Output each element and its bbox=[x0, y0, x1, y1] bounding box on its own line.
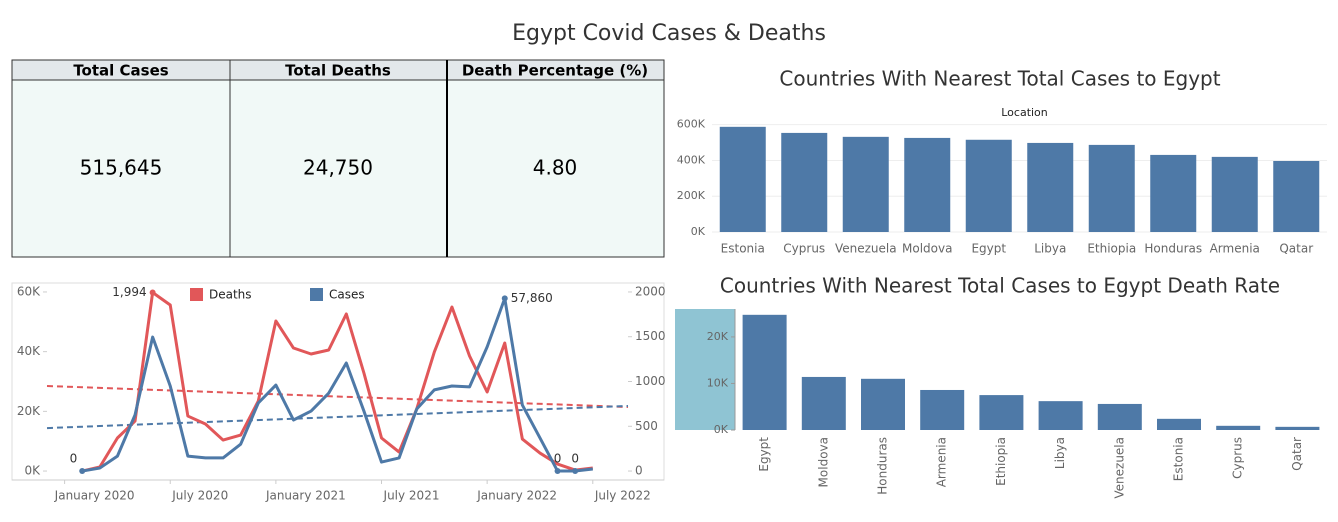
bar bbox=[1216, 425, 1261, 430]
y2-tick-label: 1000 bbox=[635, 374, 666, 388]
x-tick-label: Honduras bbox=[1144, 242, 1202, 256]
x-tick-label: July 2022 bbox=[594, 489, 651, 503]
x-tick-label: Libya bbox=[1034, 242, 1066, 256]
x-tick-label: Qatar bbox=[1290, 437, 1304, 471]
bar bbox=[965, 139, 1012, 232]
x-tick-label: Moldova bbox=[902, 242, 952, 256]
chart-title: Countries With Nearest Total Cases to Eg… bbox=[779, 67, 1220, 91]
bar bbox=[1150, 154, 1197, 232]
kpi-body bbox=[11, 79, 665, 258]
bar bbox=[1088, 144, 1135, 232]
x-tick-label: Cyprus bbox=[783, 242, 825, 256]
bar bbox=[979, 395, 1024, 430]
line-series bbox=[81, 296, 593, 473]
y-tick-label: 20K bbox=[17, 404, 41, 418]
legend-label: Cases bbox=[329, 288, 365, 302]
kpi-header-text: Total Deaths bbox=[285, 62, 391, 80]
bar bbox=[842, 136, 889, 232]
y2-tick-label: 500 bbox=[635, 419, 658, 433]
y-tick-label: 0K bbox=[691, 225, 706, 238]
bar bbox=[920, 389, 965, 430]
point bbox=[501, 295, 508, 302]
x-tick-label: Egypt bbox=[971, 242, 1006, 256]
y-tick-label: 0K bbox=[24, 464, 41, 478]
bar bbox=[904, 137, 951, 232]
x-tick-label: January 2021 bbox=[265, 489, 346, 503]
x-tick-label: Qatar bbox=[1279, 242, 1313, 256]
y2-tick-label: 0 bbox=[635, 464, 643, 478]
y-tick-label: 60K bbox=[17, 284, 41, 298]
bar bbox=[1027, 142, 1074, 232]
point bbox=[79, 468, 86, 475]
selection-highlight bbox=[675, 309, 735, 430]
bar bbox=[1038, 401, 1083, 430]
x-tick-label: Estonia bbox=[721, 242, 765, 256]
x-tick-label: Armenia bbox=[935, 437, 949, 487]
x-tick-label: Ethiopia bbox=[1087, 242, 1136, 256]
bar bbox=[1211, 156, 1258, 232]
y-tick-label: 200K bbox=[677, 189, 706, 202]
trend-line bbox=[46, 384, 629, 409]
legend-label: Deaths bbox=[209, 288, 252, 302]
legend-swatch bbox=[310, 288, 323, 301]
y-tick-label: 20K bbox=[707, 330, 729, 343]
data-label: 0 bbox=[571, 452, 579, 466]
data-label: 0 bbox=[70, 452, 78, 466]
kpi-value: 24,750 bbox=[303, 156, 373, 180]
y-tick-label: 400K bbox=[677, 153, 706, 166]
bar bbox=[861, 378, 905, 430]
chart-title: Countries With Nearest Total Cases to Eg… bbox=[720, 274, 1280, 298]
bar bbox=[1273, 160, 1320, 232]
point bbox=[149, 289, 156, 296]
x-tick-label: Honduras bbox=[876, 437, 890, 495]
data-label: 0 bbox=[554, 452, 562, 466]
kpi-table: Total Cases Total Deaths Death Percentag… bbox=[11, 59, 665, 258]
bar bbox=[801, 376, 846, 430]
kpi-header-text: Total Cases bbox=[73, 62, 168, 80]
x-tick-label: Venezuela bbox=[835, 242, 897, 256]
x-tick-label: Libya bbox=[1053, 437, 1067, 469]
kpi-header-text: Death Percentage (%) bbox=[462, 62, 648, 80]
x-tick-label: Moldova bbox=[816, 437, 830, 487]
x-tick-label: January 2022 bbox=[476, 489, 557, 503]
bar bbox=[1097, 403, 1142, 430]
point bbox=[572, 468, 579, 475]
x-tick-label: Egypt bbox=[757, 437, 771, 472]
kpi-value: 4.80 bbox=[533, 156, 578, 180]
x-tick-label: July 2020 bbox=[171, 489, 228, 503]
kpi-value: 515,645 bbox=[80, 156, 163, 180]
y2-tick-label: 2000 bbox=[635, 284, 666, 298]
dashboard-title: Egypt Covid Cases & Deaths bbox=[512, 21, 826, 46]
data-label: 1,994 bbox=[112, 285, 146, 299]
y-tick-label: 40K bbox=[17, 344, 41, 358]
legend-swatch bbox=[190, 288, 203, 301]
x-tick-label: July 2021 bbox=[383, 489, 440, 503]
bar bbox=[1275, 426, 1320, 430]
x-tick-label: Ethiopia bbox=[994, 437, 1008, 486]
x-tick-label: Venezuela bbox=[1112, 437, 1126, 499]
x-tick-label: Estonia bbox=[1172, 437, 1186, 481]
bar bbox=[1157, 418, 1201, 430]
trend-line bbox=[46, 404, 629, 430]
data-label: 57,860 bbox=[511, 291, 553, 305]
x-tick-label: January 2020 bbox=[54, 489, 135, 503]
point bbox=[554, 468, 561, 475]
y-tick-label: 10K bbox=[707, 376, 729, 389]
x-tick-label: Armenia bbox=[1210, 242, 1260, 256]
axis-title: Location bbox=[1001, 106, 1048, 119]
bar bbox=[742, 314, 787, 430]
y-tick-label: 600K bbox=[677, 118, 706, 131]
y-tick-label: 0K bbox=[714, 423, 729, 436]
y2-tick-label: 1500 bbox=[635, 329, 666, 343]
bar bbox=[719, 126, 766, 232]
line-series bbox=[81, 290, 593, 473]
bar bbox=[781, 132, 828, 232]
x-tick-label: Cyprus bbox=[1231, 437, 1245, 479]
